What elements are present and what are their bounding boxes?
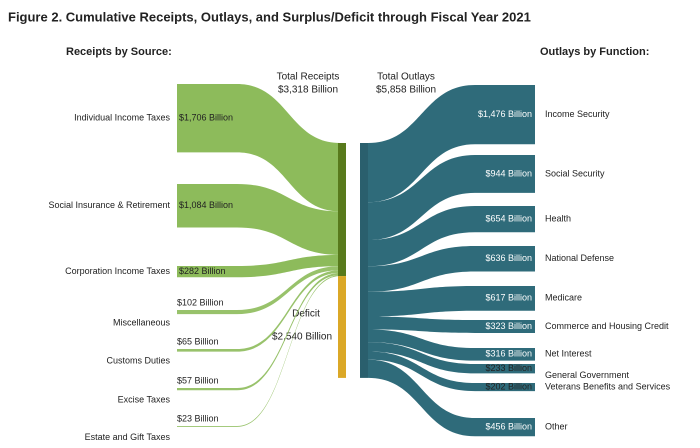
outlay-flow	[368, 206, 535, 267]
receipt-label: Miscellaneous	[113, 317, 171, 327]
receipt-value-label: $65 Billion	[177, 336, 219, 346]
receipt-flow	[177, 266, 340, 315]
outlay-label: Income Security	[545, 109, 610, 119]
outlay-label: Commerce and Housing Credit	[545, 321, 669, 331]
outlay-value-label: $233 Billion	[485, 363, 532, 373]
receipt-flow	[177, 254, 340, 278]
outlays-bar	[360, 143, 368, 378]
receipt-value-label: $1,084 Billion	[179, 200, 233, 210]
outlay-value-label: $316 Billion	[485, 349, 532, 359]
outlay-value-label: $944 Billion	[485, 168, 532, 178]
receipt-value-label: $102 Billion	[177, 297, 224, 307]
outlay-value-label: $1,476 Billion	[478, 109, 532, 119]
outlay-flow	[368, 359, 535, 437]
receipt-label: Customs Duties	[106, 356, 170, 366]
outlay-flow	[368, 351, 535, 392]
outlay-value-label: $636 Billion	[485, 253, 532, 263]
outlay-label: Other	[545, 422, 568, 432]
receipts-bar	[338, 143, 346, 277]
receipt-label: Excise Taxes	[118, 395, 171, 405]
outlay-flow	[368, 342, 535, 374]
outlay-label: Medicare	[545, 293, 582, 303]
outlay-flow	[368, 286, 535, 317]
outlay-value-label: $202 Billion	[485, 381, 532, 391]
total-receipts-label: Total Receipts	[277, 72, 340, 83]
outlay-label: Net Interest	[545, 349, 592, 359]
outlay-label: National Defense	[545, 253, 614, 263]
receipt-flow	[177, 84, 340, 212]
outlay-value-label: $323 Billion	[485, 321, 532, 331]
chart-title: Figure 2. Cumulative Receipts, Outlays, …	[8, 9, 531, 24]
receipt-label: Estate and Gift Taxes	[85, 432, 171, 442]
receipt-flow	[177, 184, 340, 255]
outlay-label: General Government	[545, 370, 630, 380]
outlay-value-label: $456 Billion	[485, 422, 532, 432]
total-outlays-value: $5,858 Billion	[376, 85, 436, 96]
outlay-label: Health	[545, 213, 571, 223]
receipt-label: Social Insurance & Retirement	[48, 200, 170, 210]
receipts-heading: Receipts by Source:	[66, 46, 172, 58]
total-outlays-label: Total Outlays	[377, 72, 435, 83]
receipt-value-label: $57 Billion	[177, 375, 219, 385]
outlay-label: Veterans Benefits and Services	[545, 381, 671, 391]
outlays-heading: Outlays by Function:	[540, 46, 649, 58]
receipt-value-label: $23 Billion	[177, 413, 219, 423]
outlay-flow	[368, 316, 535, 333]
deficit-value: $2,540 Billion	[272, 332, 332, 343]
outlay-flow	[368, 329, 535, 361]
outlay-flow	[368, 155, 535, 241]
outlay-value-label: $617 Billion	[485, 293, 532, 303]
deficit-bar	[338, 276, 346, 378]
receipt-value-label: $282 Billion	[179, 266, 226, 276]
outlay-label: Social Security	[545, 168, 605, 178]
deficit-label: Deficit	[292, 309, 320, 320]
outlay-value-label: $654 Billion	[485, 213, 532, 223]
receipt-label: Individual Income Taxes	[74, 113, 170, 123]
outlay-flow	[368, 246, 535, 292]
receipt-value-label: $1,706 Billion	[179, 113, 233, 123]
total-receipts-value: $3,318 Billion	[278, 85, 338, 96]
outlay-flow	[368, 85, 535, 203]
receipt-label: Corporation Income Taxes	[65, 266, 170, 276]
